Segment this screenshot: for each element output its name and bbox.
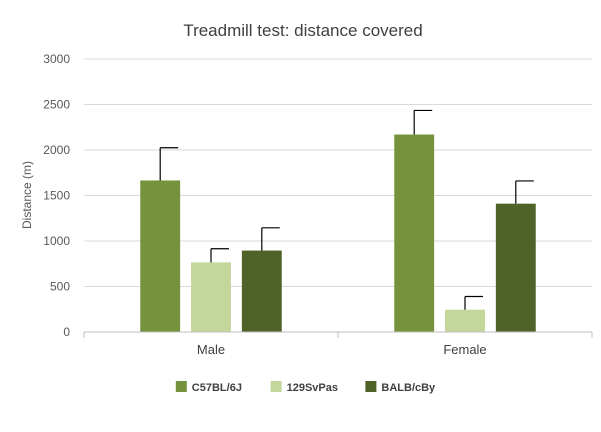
y-axis-title: Distance (m) (20, 161, 34, 229)
bars (140, 134, 536, 332)
legend-label: C57BL/6J (192, 382, 242, 394)
legend-swatch (270, 381, 282, 392)
y-tick-label: 0 (63, 325, 70, 339)
chart-title: Treadmill test: distance covered (183, 21, 422, 40)
bar (241, 250, 282, 332)
y-tick-label: 3000 (43, 52, 70, 66)
error-bars (159, 109, 534, 310)
legend-swatch (365, 381, 377, 392)
bar (140, 180, 181, 332)
legend-swatch (175, 381, 187, 392)
y-tick-label: 1000 (43, 234, 70, 248)
legend: C57BL/6J 129SvPas BALB/cBy (175, 381, 436, 394)
bar (495, 203, 536, 332)
y-tick-label: 500 (50, 280, 70, 294)
axes: 0 500 1000 1500 2000 2500 3000 Male Female (43, 52, 593, 357)
y-tick-label: 1500 (43, 189, 70, 203)
bar (445, 309, 485, 332)
bar (191, 262, 231, 332)
bar (394, 134, 435, 332)
legend-label: BALB/cBy (381, 382, 436, 394)
x-category-label: Male (197, 342, 225, 357)
x-category-label: Female (443, 342, 486, 357)
legend-label: 129SvPas (287, 382, 338, 394)
y-tick-label: 2500 (43, 98, 70, 112)
y-tick-label: 2000 (43, 143, 70, 157)
